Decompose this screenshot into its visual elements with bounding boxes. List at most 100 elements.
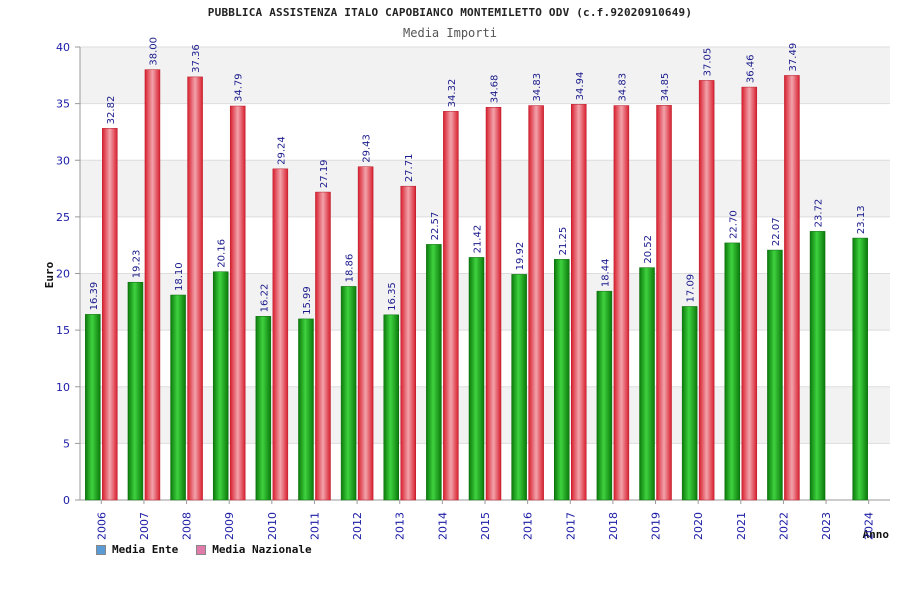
y-tick-label: 25 [56,211,70,224]
legend-label-media-nazionale: Media Nazionale [212,543,312,556]
data-label-media-nazionale: 37.36 [191,44,202,73]
x-tick-label: 2006 [95,512,108,540]
data-label-media-ente: 18.44 [600,259,611,288]
x-tick-label: 2015 [479,512,492,540]
bar-media-nazionale [229,105,246,501]
y-tick-label: 15 [56,324,70,337]
y-tick-label: 30 [56,154,70,167]
data-label-media-ente: 16.22 [259,284,270,313]
data-label-media-nazionale: 27.19 [319,159,330,188]
bar-media-ente [724,242,741,501]
x-tick-label: 2009 [223,512,236,540]
data-label-media-ente: 18.86 [345,254,356,283]
y-tick-label: 35 [56,98,70,111]
data-label-media-ente: 16.35 [387,282,398,311]
x-tick-label: 2019 [650,512,663,540]
bar-media-nazionale [102,128,118,501]
x-tick-label: 2016 [522,512,535,540]
data-label-media-ente: 21.42 [473,225,484,254]
y-axis-label: Euro [43,261,56,288]
data-label-media-nazionale: 37.49 [788,43,799,72]
bar-media-ente [468,257,485,501]
bar-media-nazionale [443,111,459,501]
bar-media-nazionale [613,105,630,501]
bar-media-ente [340,286,357,501]
data-label-media-nazionale: 36.46 [745,54,756,83]
data-label-media-ente: 18.10 [174,262,185,291]
data-label-media-nazionale: 27.71 [404,154,415,183]
data-label-media-nazionale: 34.79 [234,73,245,102]
legend-item-media-ente: Media Ente [96,543,178,556]
bar-media-nazionale [272,168,289,501]
x-tick-label: 2018 [607,512,620,540]
bar-media-ente [127,281,144,501]
data-label-media-nazionale: 34.32 [447,79,458,108]
data-label-media-ente: 20.52 [643,235,654,264]
data-label-media-nazionale: 37.05 [703,48,714,77]
x-tick-label: 2008 [181,512,194,540]
bar-media-ente [383,314,399,501]
data-label-media-ente: 19.92 [515,242,526,271]
bar-media-ente [639,267,655,501]
bar-media-ente [554,259,570,501]
bar-media-ente [298,318,314,501]
x-tick-label: 2020 [692,512,705,540]
x-tick-label: 2024 [863,512,876,540]
bar-media-nazionale [784,75,800,501]
data-label-media-nazionale: 34.94 [575,72,586,101]
x-tick-label: 2014 [436,512,449,540]
bar-media-nazionale [144,69,161,501]
legend-swatch-media-nazionale [196,544,207,555]
x-tick-label: 2022 [777,512,790,540]
data-label-media-nazionale: 32.82 [106,96,117,125]
chart-subtitle: Media Importi [403,26,497,40]
bar-media-ente [852,237,868,501]
legend-swatch-media-ente [96,544,106,555]
data-label-media-nazionale: 29.43 [362,134,373,163]
bar-media-nazionale [656,105,672,501]
y-tick-label: 40 [56,41,70,54]
x-tick-label: 2013 [394,512,407,540]
x-tick-label: 2010 [266,512,279,540]
y-tick-label: 20 [56,268,70,281]
bar-media-nazionale [315,191,331,501]
data-label-media-ente: 15.99 [302,286,313,315]
bar-media-nazionale [357,166,374,501]
bar-media-nazionale [485,106,502,501]
bar-media-ente [426,244,442,501]
x-tick-label: 2007 [138,512,151,540]
bar-media-ente [170,294,186,501]
bar-media-ente [85,314,101,501]
chart-title: PUBBLICA ASSISTENZA ITALO CAPOBIANCO MON… [207,6,693,19]
bar-media-nazionale [187,76,203,501]
bar-media-nazionale [400,185,416,501]
x-tick-label: 2011 [308,512,321,540]
data-label-media-nazionale: 34.68 [490,75,501,104]
bar-media-nazionale [571,104,587,501]
bar-media-ente [767,249,783,501]
bar-media-ente [255,316,272,501]
bar-media-nazionale [741,86,758,501]
data-label-media-ente: 23.72 [814,199,825,228]
y-tick-label: 5 [63,437,70,450]
bar-media-ente [212,271,229,501]
data-label-media-ente: 21.25 [558,227,569,256]
x-tick-label: 2012 [351,512,364,540]
y-tick-label: 10 [56,381,70,394]
y-tick-label: 0 [63,494,70,507]
data-label-media-ente: 20.16 [217,239,228,268]
data-label-media-ente: 22.70 [728,210,739,239]
bar-media-ente [809,231,826,501]
bar-media-ente [511,274,527,501]
x-tick-label: 2023 [820,512,833,540]
data-label-media-nazionale: 29.24 [276,136,287,165]
legend-item-media-nazionale: Media Nazionale [196,543,312,556]
x-tick-label: 2021 [735,512,748,540]
data-label-media-nazionale: 38.00 [148,37,159,66]
data-label-media-ente: 22.57 [430,212,441,241]
chart-legend: Media Ente Media Nazionale [96,543,312,556]
data-label-media-nazionale: 34.83 [617,73,628,102]
bar-media-nazionale [698,80,715,501]
bar-media-ente [681,306,698,501]
